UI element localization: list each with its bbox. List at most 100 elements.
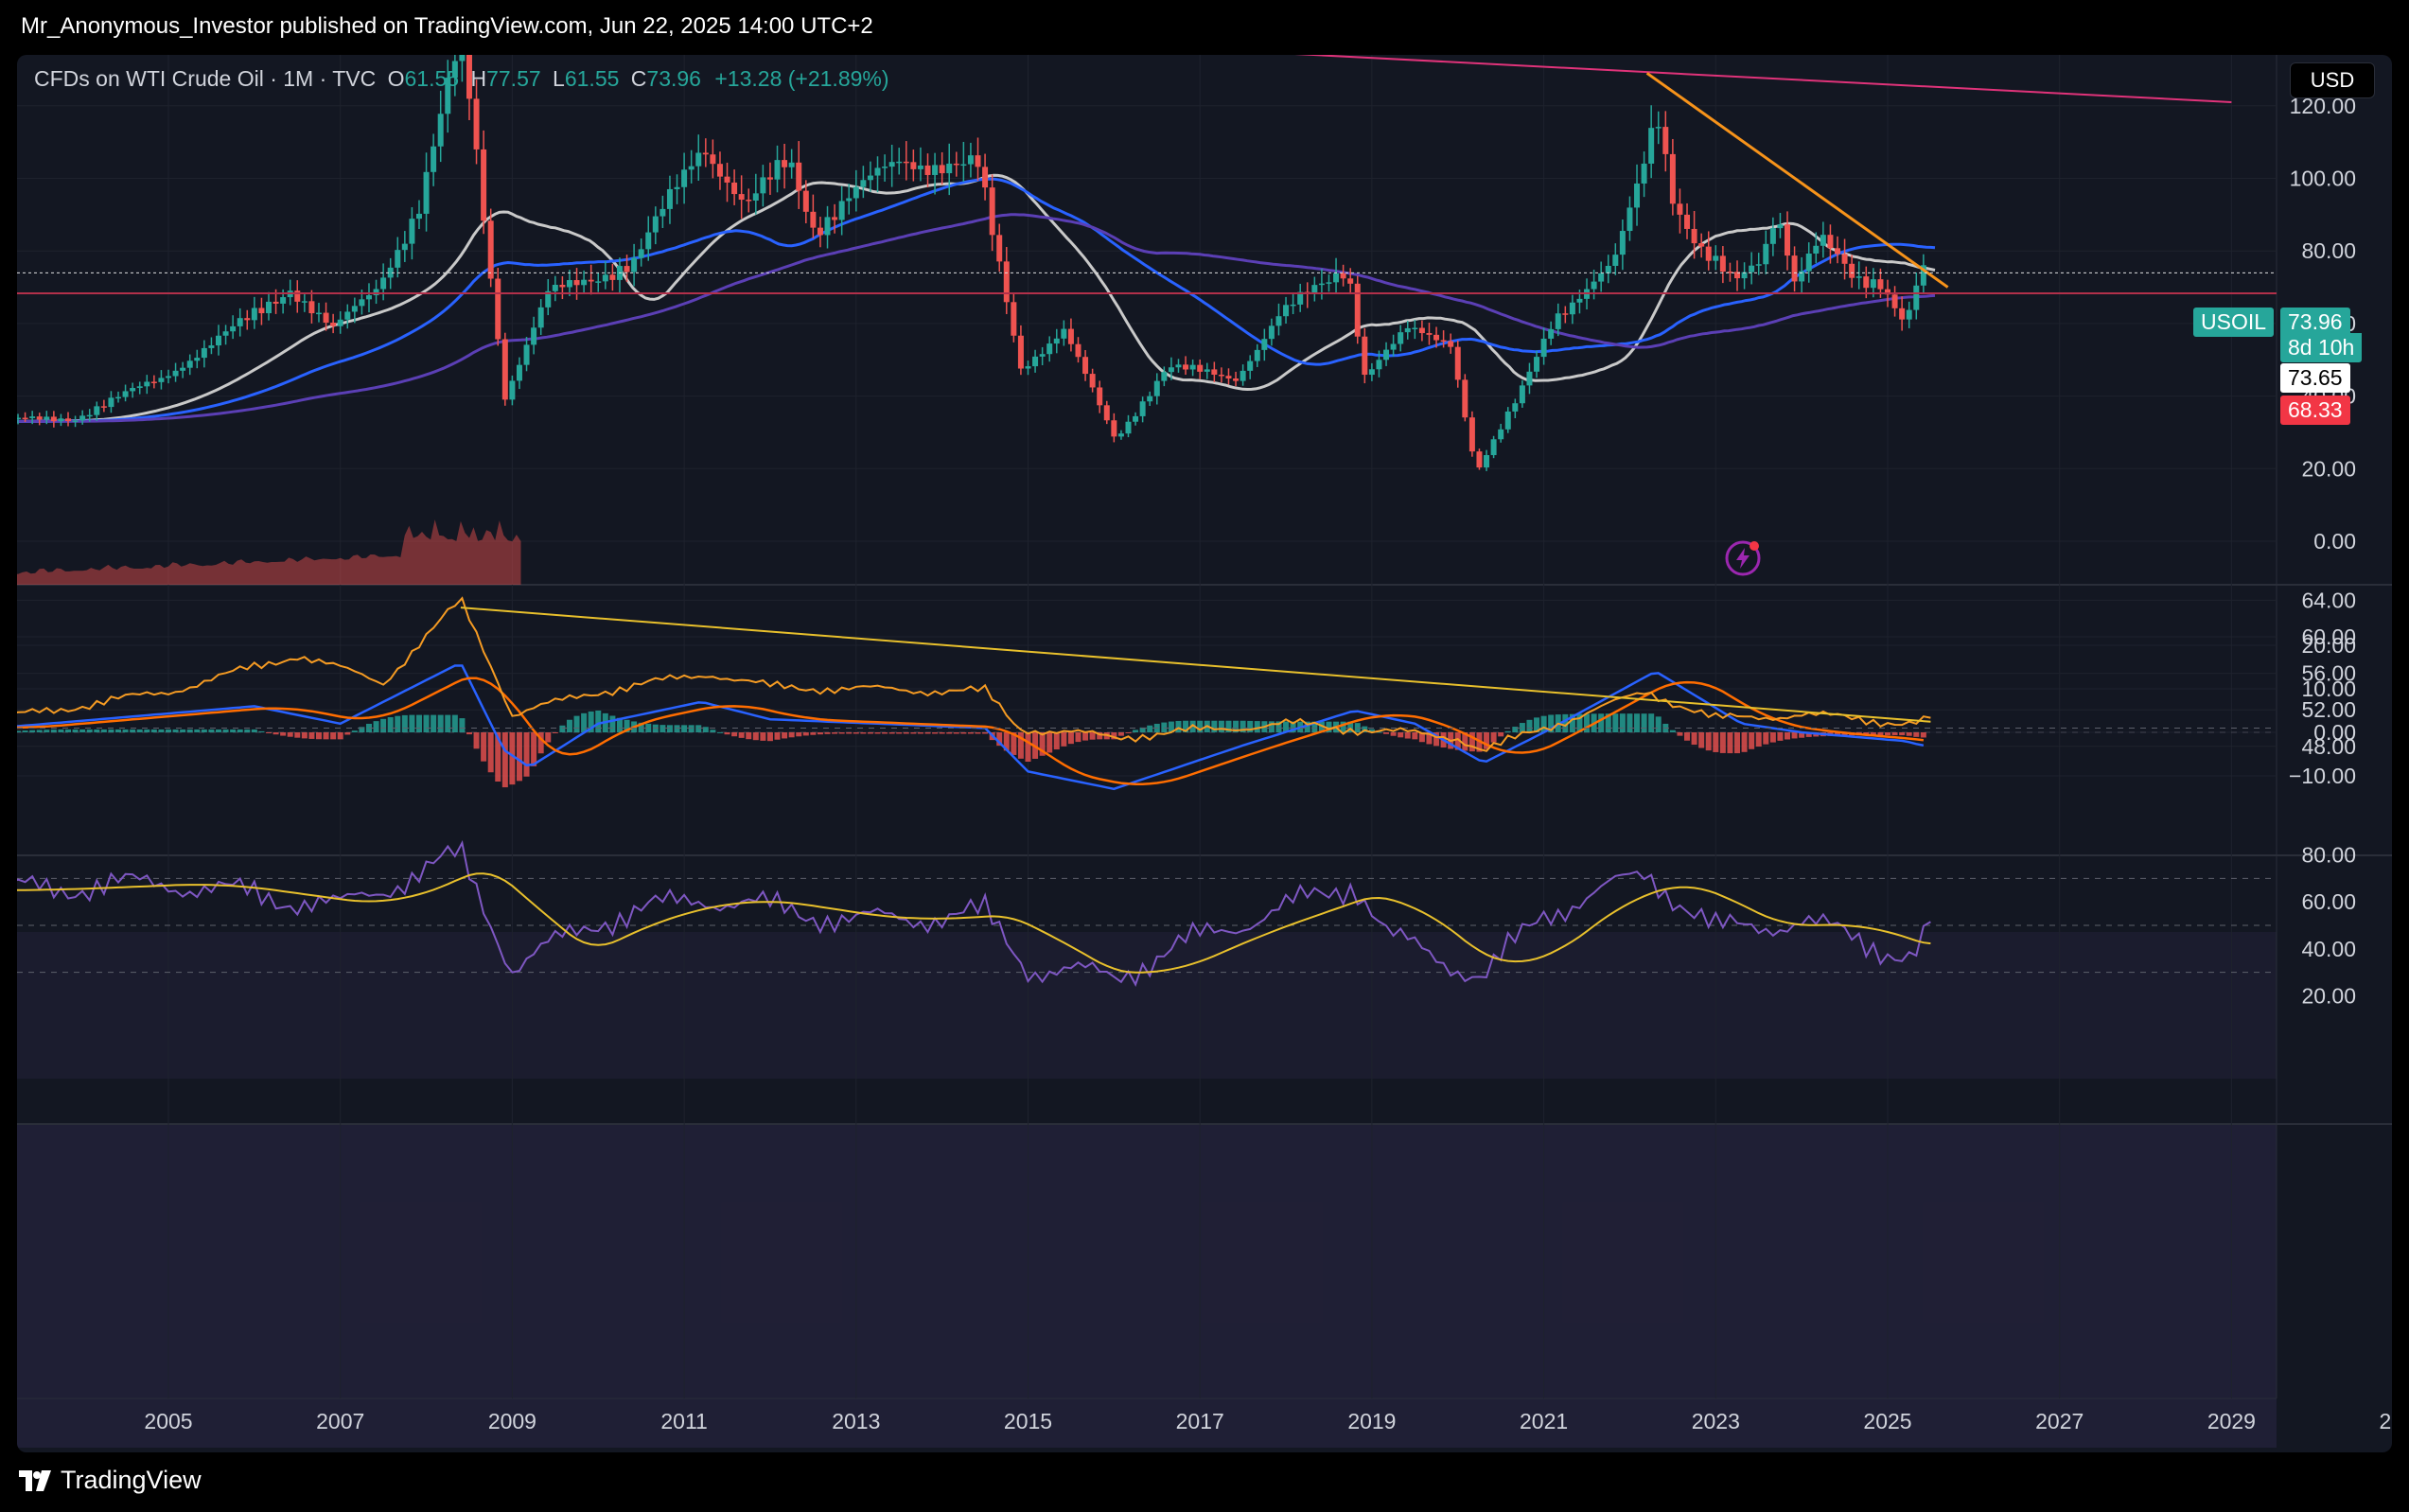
candle-body <box>1899 308 1906 320</box>
symbol-name: CFDs on WTI Crude Oil · 1M · TVC <box>34 66 377 91</box>
macd-histogram-bar <box>1669 730 1676 732</box>
candle-body <box>1318 283 1325 286</box>
candle-body <box>674 186 680 189</box>
candle-body <box>659 208 666 217</box>
macd-histogram-bar <box>1240 720 1246 732</box>
macd-histogram-bar <box>1454 732 1461 750</box>
macd-tick-label: 0.00 <box>2313 720 2356 745</box>
candle-body <box>688 166 695 170</box>
macd-histogram-bar <box>423 714 430 732</box>
candle-body <box>1426 333 1433 335</box>
candle-body <box>1354 283 1361 337</box>
year-label: 2015 <box>1004 1409 1052 1433</box>
macd-histogram-bar <box>1484 732 1490 749</box>
macd-histogram-bar <box>1390 732 1397 736</box>
candle-body <box>1404 327 1411 333</box>
publisher-text: Mr_Anonymous_Investor published on Tradi… <box>21 13 873 39</box>
macd-histogram-bar <box>115 729 122 732</box>
candle-body <box>1605 265 1611 273</box>
macd-histogram-bar <box>1841 732 1848 736</box>
candle-body <box>1297 291 1304 305</box>
macd-histogram-bar <box>1920 732 1926 738</box>
macd-histogram-bar <box>1376 731 1382 733</box>
candle-body <box>380 277 387 290</box>
candle-body <box>194 358 201 361</box>
macd-histogram-bar <box>752 732 759 741</box>
macd-histogram-bar <box>1183 720 1189 732</box>
candle-body <box>566 280 572 288</box>
macd-histogram-bar <box>1719 732 1726 753</box>
candle-body <box>1254 349 1260 361</box>
candle-body <box>1233 378 1240 381</box>
candle-body <box>982 167 989 188</box>
candle-body <box>1705 246 1712 261</box>
candle-body <box>609 274 616 280</box>
price-chart[interactable]: 2005 2007 2009 2011 2013 2015 2017 2019 2021 2023… <box>17 55 2392 1452</box>
chart-area[interactable]: 2005 2007 2009 2011 2013 2015 2017 2019 2021 2023… <box>17 55 2392 1452</box>
macd-histogram-bar <box>1641 713 1647 732</box>
macd-histogram-bar <box>79 729 86 732</box>
candle-body <box>910 162 917 169</box>
macd-histogram-bar <box>180 729 186 732</box>
macd-histogram-bar <box>832 732 838 734</box>
candle-body <box>115 396 122 399</box>
candle-body <box>1476 451 1483 468</box>
candle-body <box>738 194 745 201</box>
candle-body <box>731 182 738 195</box>
macd-histogram-bar <box>1326 721 1332 732</box>
macd-histogram-bar <box>150 729 157 732</box>
high-value: 77.57 <box>486 66 541 91</box>
macd-histogram-bar <box>1233 720 1240 732</box>
candle-body <box>1791 255 1798 282</box>
candle-body <box>1669 153 1676 204</box>
macd-histogram-bar <box>1404 732 1411 739</box>
candle-body <box>344 311 351 320</box>
macd-histogram-bar <box>166 729 171 732</box>
candle-body <box>1046 343 1053 355</box>
candle-body <box>50 416 57 422</box>
macd-histogram-bar <box>208 729 215 732</box>
macd-histogram-bar <box>1805 732 1812 737</box>
price-tick-label: 100.00 <box>2290 167 2356 191</box>
macd-histogram-bar <box>44 730 50 732</box>
candle-body <box>638 249 644 258</box>
macd-histogram-bar <box>1885 732 1890 736</box>
macd-histogram-bar <box>1562 713 1569 732</box>
macd-histogram-bar <box>666 725 673 732</box>
currency-button[interactable]: USD <box>2290 62 2375 98</box>
candle-body <box>1211 369 1218 375</box>
macd-histogram-bar <box>1785 732 1791 740</box>
candle-body <box>1519 385 1525 404</box>
macd-histogram-bar <box>1304 721 1310 732</box>
macd-histogram-bar <box>688 725 695 732</box>
macd-histogram-bar <box>359 727 365 732</box>
candle-body <box>351 306 358 312</box>
lightning-icon[interactable] <box>1724 539 1762 577</box>
macd-histogram-bar <box>702 727 709 732</box>
macd-histogram-bar <box>86 729 93 732</box>
candle-body <box>588 279 594 282</box>
macd-histogram-bar <box>65 729 72 732</box>
tradingview-logo[interactable]: TradingView <box>19 1466 202 1495</box>
low-value: 61.55 <box>564 66 620 91</box>
candle-body <box>1311 285 1318 294</box>
candle-body <box>186 360 193 368</box>
macd-histogram-bar <box>380 718 387 732</box>
macd-histogram-bar <box>1877 732 1884 736</box>
macd-histogram-bar <box>108 729 114 732</box>
candle-body <box>595 281 602 283</box>
candle-body <box>1627 207 1633 232</box>
candle-body <box>1061 328 1067 339</box>
candle-body <box>552 284 558 291</box>
candle-body <box>1133 415 1139 422</box>
candle-body <box>1147 396 1153 402</box>
candle-body <box>967 155 974 165</box>
macd-histogram-bar <box>1540 715 1547 732</box>
candle-body <box>1598 273 1605 282</box>
macd-histogram-bar <box>437 714 444 732</box>
macd-histogram-bar <box>802 732 809 736</box>
candle-body <box>265 301 272 314</box>
macd-histogram-bar <box>330 732 337 740</box>
macd-histogram-bar <box>1605 713 1611 732</box>
macd-histogram-bar <box>72 729 79 732</box>
